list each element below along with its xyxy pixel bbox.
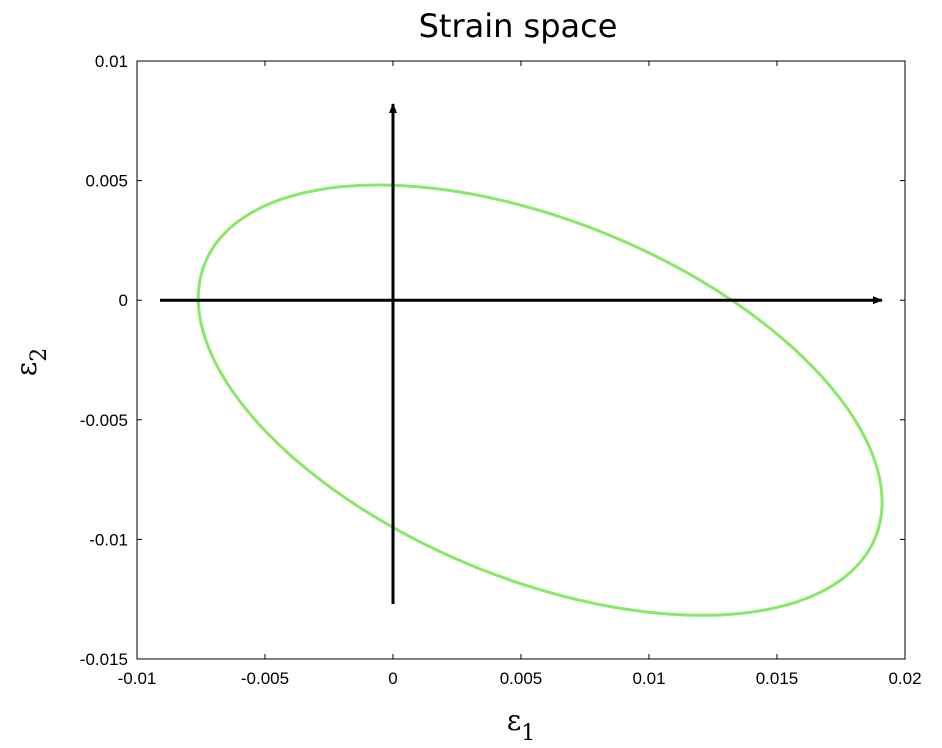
reference-arrows [160, 103, 883, 604]
x-axis-label-symbol: ε [507, 704, 522, 737]
tick-marks [136, 60, 906, 660]
y-tick-labels: -0.015 -0.01 -0.005 0 0.005 0.01 [80, 52, 128, 669]
plot-area [136, 60, 906, 660]
x-tick-label: -0.01 [118, 669, 157, 688]
y-axis-label-subscript: 2 [27, 348, 52, 362]
y-tick-label: -0.01 [89, 530, 128, 549]
x-tick-label: 0.02 [888, 669, 921, 688]
x-tick-labels: -0.01 -0.005 0 0.005 0.01 0.015 0.02 [118, 669, 922, 688]
y-tick-label: -0.015 [80, 650, 128, 669]
series-ellipse-line [196, 183, 884, 617]
y-axis-label: ε2 [10, 348, 52, 377]
x-axis-label-subscript: 1 [521, 721, 535, 746]
x-tick-label: 0.01 [632, 669, 665, 688]
x-tick-label: 0 [388, 669, 397, 688]
chart-title: Strain space [419, 7, 618, 45]
x-tick-label: 0.005 [500, 669, 543, 688]
y-tick-label: 0 [119, 291, 128, 310]
x-tick-label: 0.015 [756, 669, 799, 688]
y-axis-label-symbol: ε [10, 362, 43, 377]
y-tick-label: -0.005 [80, 411, 128, 430]
x-axis-label: ε1 [507, 704, 536, 746]
y-tick-label: 0.01 [95, 52, 128, 71]
series-layer [196, 183, 884, 617]
x-tick-label: -0.005 [241, 669, 289, 688]
y-tick-label: 0.005 [85, 172, 128, 191]
